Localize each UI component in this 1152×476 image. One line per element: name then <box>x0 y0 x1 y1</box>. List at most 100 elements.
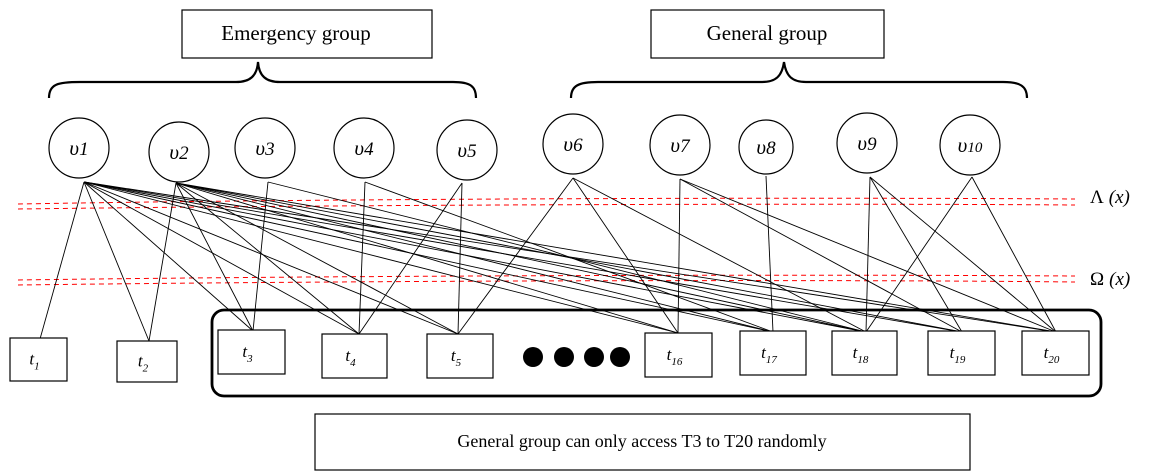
task-node-label: t16 <box>667 345 683 368</box>
user-node-index: 6 <box>573 135 583 156</box>
ellipsis-dots <box>523 347 630 367</box>
task-node: t5 <box>426 333 494 379</box>
user-node-base: υ <box>255 136 265 160</box>
user-node-index: 7 <box>680 136 691 157</box>
task-node: t2 <box>116 340 178 383</box>
task-node: t1 <box>9 337 68 382</box>
user-node: υ6 <box>542 113 604 175</box>
user-node: υ8 <box>738 119 794 175</box>
task-node-index: 17 <box>766 354 778 366</box>
task-node-label: t4 <box>345 346 356 369</box>
general-group-brace <box>569 61 1029 99</box>
access-edge <box>175 182 1057 333</box>
user-node-base: υ <box>169 140 179 164</box>
user-node-circle <box>48 117 110 179</box>
lambda-symbol: Λ <box>1090 187 1104 208</box>
user-node-label: υ10 <box>958 133 983 157</box>
user-node: υ9 <box>836 112 898 174</box>
access-edge <box>83 181 963 333</box>
user-node-label: υ5 <box>457 138 476 162</box>
task-node-base: t <box>853 343 859 362</box>
task-node-box <box>217 329 286 375</box>
access-edge <box>971 176 1057 333</box>
user-node-index: 8 <box>766 138 776 159</box>
access-edge <box>175 182 679 334</box>
task-node-box <box>739 330 807 376</box>
emergency-group-label: Emergency group <box>221 21 370 45</box>
user-node-circle <box>436 119 498 181</box>
user-node: υ2 <box>148 121 210 183</box>
task-node-base: t <box>138 352 144 371</box>
access-edge <box>175 182 254 332</box>
task-node-index: 2 <box>143 363 149 375</box>
user-node-index: 10 <box>967 140 983 156</box>
footer-note: General group can only access T3 to T20 … <box>457 431 826 451</box>
user-node-label: υ4 <box>354 136 374 160</box>
user-node-base: υ <box>354 136 364 160</box>
user-node: υ5 <box>436 119 498 181</box>
access-edge <box>83 181 150 342</box>
task-node: t3 <box>217 329 286 375</box>
task-node-box <box>116 340 178 383</box>
task-node: t16 <box>644 332 713 378</box>
footer-note-box <box>314 413 971 471</box>
access-edge <box>765 175 774 333</box>
task-node-base: t <box>1044 343 1050 362</box>
access-edge <box>39 181 85 340</box>
task-node-index: 16 <box>671 356 683 368</box>
task-node-label: t3 <box>242 342 253 365</box>
task-node-label: t19 <box>950 343 966 366</box>
general-group-box <box>650 9 885 59</box>
access-edges <box>39 175 1057 342</box>
omega-arg: (x) <box>1109 269 1130 290</box>
access-edge <box>679 178 963 333</box>
task-node-base: t <box>667 345 673 364</box>
task-node-label: t5 <box>451 346 462 369</box>
user-node-base: υ <box>69 136 79 160</box>
user-node-label: υ1 <box>69 136 88 160</box>
user-nodes: υ1 υ2 υ3 υ4 υ5 υ6 υ7 υ8 υ9 υ10 <box>48 112 1001 183</box>
user-node: υ3 <box>234 117 296 179</box>
user-node-label: υ8 <box>756 135 776 159</box>
task-node-base: t <box>29 350 35 369</box>
user-node-index: 9 <box>867 134 877 155</box>
access-edge <box>175 182 774 333</box>
access-edge <box>364 181 774 333</box>
access-edge <box>267 181 867 333</box>
user-node-circle <box>333 117 395 179</box>
user-node-index: 4 <box>364 139 374 160</box>
task-node-index: 1 <box>34 361 40 373</box>
omega-threshold-label: Ω (x) <box>1090 269 1130 290</box>
task-node-box <box>927 330 996 376</box>
task-node-label: t1 <box>29 350 39 373</box>
user-node-circle <box>939 114 1001 176</box>
user-node-index: 3 <box>264 139 275 160</box>
access-edge <box>83 181 679 334</box>
access-edge <box>83 181 254 332</box>
task-node-index: 4 <box>350 357 356 369</box>
emergency-group-box <box>181 9 433 59</box>
task-node: t20 <box>1021 330 1090 376</box>
omega-symbol: Ω <box>1090 269 1104 290</box>
access-edge <box>865 176 871 333</box>
user-node: υ1 <box>48 117 110 179</box>
lambda-threshold-label: Λ (x) <box>1090 187 1130 208</box>
task-node-box <box>321 333 388 379</box>
task-node-box <box>831 330 898 376</box>
task-node-base: t <box>242 342 248 361</box>
task-node: t17 <box>739 330 807 376</box>
task-node: t4 <box>321 333 388 379</box>
access-edge <box>175 182 867 333</box>
task-node-index: 19 <box>954 354 966 366</box>
general-access-frame <box>210 308 1103 398</box>
access-edge <box>677 178 681 334</box>
task-node-index: 3 <box>246 353 253 365</box>
task-node-base: t <box>345 346 351 365</box>
user-node-base: υ <box>670 133 680 157</box>
user-node: υ10 <box>939 114 1001 176</box>
access-edge <box>83 181 774 333</box>
lambda-threshold-lines <box>17 197 1076 210</box>
user-node-index: 2 <box>179 143 189 164</box>
user-node-label: υ2 <box>169 140 189 164</box>
